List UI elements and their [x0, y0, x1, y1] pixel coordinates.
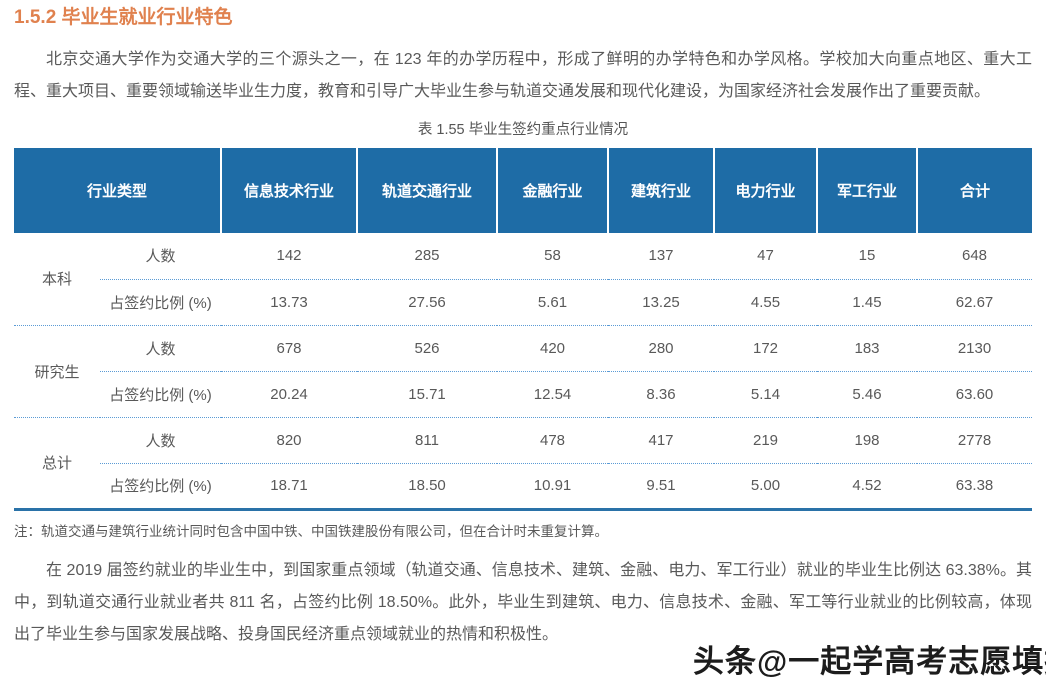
data-cell: 15 — [817, 233, 918, 280]
data-cell: 5.46 — [817, 371, 918, 418]
data-cell: 420 — [497, 325, 609, 372]
data-cell: 18.71 — [221, 463, 358, 511]
summary-paragraph: 在 2019 届签约就业的毕业生中，到国家重点领域（轨道交通、信息技术、建筑、金… — [14, 561, 1032, 643]
data-cell: 8.36 — [608, 371, 715, 418]
data-cell: 172 — [714, 325, 818, 372]
report-page: 1.5.2 毕业生就业行业特色 北京交通大学作为交通大学的三个源头之一，在 12… — [14, 7, 1033, 643]
data-cell: 137 — [608, 233, 715, 280]
data-cell: 648 — [917, 233, 1033, 280]
data-cell: 13.73 — [221, 279, 358, 326]
data-cell: 2778 — [917, 417, 1033, 464]
group-label-graduate: 研究生 — [14, 325, 100, 418]
data-cell: 5.61 — [497, 279, 609, 326]
data-cell: 15.71 — [357, 371, 498, 418]
data-cell: 5.14 — [714, 371, 818, 418]
column-header-industry-type: 行业类型 — [14, 148, 223, 233]
row-label-ratio: 占签约比例 (%) — [100, 463, 222, 511]
table-row: 占签约比例 (%) 18.71 18.50 10.91 9.51 5.00 4.… — [14, 463, 1033, 511]
data-cell: 285 — [357, 233, 498, 280]
table-row: 占签约比例 (%) 13.73 27.56 5.61 13.25 4.55 1.… — [14, 279, 1033, 326]
data-cell: 417 — [608, 417, 715, 464]
data-cell: 280 — [608, 325, 715, 372]
data-cell: 62.67 — [917, 279, 1033, 326]
column-header-total: 合计 — [917, 148, 1033, 233]
data-cell: 678 — [221, 325, 358, 372]
data-cell: 27.56 — [357, 279, 498, 326]
data-cell: 2130 — [917, 325, 1033, 372]
column-header-power: 电力行业 — [714, 148, 819, 233]
data-cell: 4.55 — [714, 279, 818, 326]
watermark: 头条@一起学高考志愿填报 — [693, 644, 1046, 679]
table-row: 总计 人数 820 811 478 417 219 198 2778 — [14, 417, 1033, 511]
row-label-ratio: 占签约比例 (%) — [100, 371, 222, 418]
row-label-count: 人数 — [100, 233, 222, 280]
data-cell: 20.24 — [221, 371, 358, 418]
data-cell: 9.51 — [608, 463, 715, 511]
table-header-row: 行业类型 信息技术行业 轨道交通行业 金融行业 建筑行业 电力行业 军工行业 合… — [14, 148, 1033, 233]
column-header-rail: 轨道交通行业 — [357, 148, 499, 233]
row-label-count: 人数 — [100, 325, 222, 372]
data-cell: 183 — [817, 325, 918, 372]
data-cell: 219 — [714, 417, 818, 464]
column-header-finance: 金融行业 — [497, 148, 610, 233]
data-cell: 478 — [497, 417, 609, 464]
page-title: 1.5.2 毕业生就业行业特色 — [14, 7, 233, 28]
group-label-undergraduate: 本科 — [14, 233, 100, 326]
table-note: 注：轨道交通与建筑行业统计同时包含中国中铁、中国铁建股份有限公司，但在合计时未重… — [14, 523, 608, 539]
row-label-ratio: 占签约比例 (%) — [100, 279, 222, 326]
data-cell: 198 — [817, 417, 918, 464]
data-cell: 18.50 — [357, 463, 498, 511]
column-header-military: 军工行业 — [817, 148, 919, 233]
data-cell: 820 — [221, 417, 358, 464]
data-cell: 4.52 — [817, 463, 918, 511]
data-cell: 811 — [357, 417, 498, 464]
group-label-total: 总计 — [14, 417, 100, 511]
data-cell: 63.38 — [917, 463, 1033, 511]
data-cell: 13.25 — [608, 279, 715, 326]
data-cell: 47 — [714, 233, 818, 280]
data-cell: 5.00 — [714, 463, 818, 511]
intro-paragraph: 北京交通大学作为交通大学的三个源头之一，在 123 年的办学历程中，形成了鲜明的… — [14, 51, 1032, 100]
data-cell: 58 — [497, 233, 609, 280]
data-cell: 12.54 — [497, 371, 609, 418]
table-row: 研究生 人数 678 526 420 280 172 183 2130 — [14, 325, 1033, 418]
table-caption: 表 1.55 毕业生签约重点行业情况 — [417, 122, 629, 138]
table-row: 本科 人数 142 285 58 137 47 15 648 — [14, 233, 1033, 326]
column-header-it: 信息技术行业 — [221, 148, 359, 233]
column-header-construction: 建筑行业 — [608, 148, 716, 233]
data-cell: 63.60 — [917, 371, 1033, 418]
table-row: 占签约比例 (%) 20.24 15.71 12.54 8.36 5.14 5.… — [14, 371, 1033, 418]
industry-table: 行业类型 信息技术行业 轨道交通行业 金融行业 建筑行业 电力行业 军工行业 合… — [14, 148, 1033, 511]
data-cell: 1.45 — [817, 279, 918, 326]
data-cell: 10.91 — [497, 463, 609, 511]
data-cell: 142 — [221, 233, 358, 280]
data-cell: 526 — [357, 325, 498, 372]
row-label-count: 人数 — [100, 417, 222, 464]
